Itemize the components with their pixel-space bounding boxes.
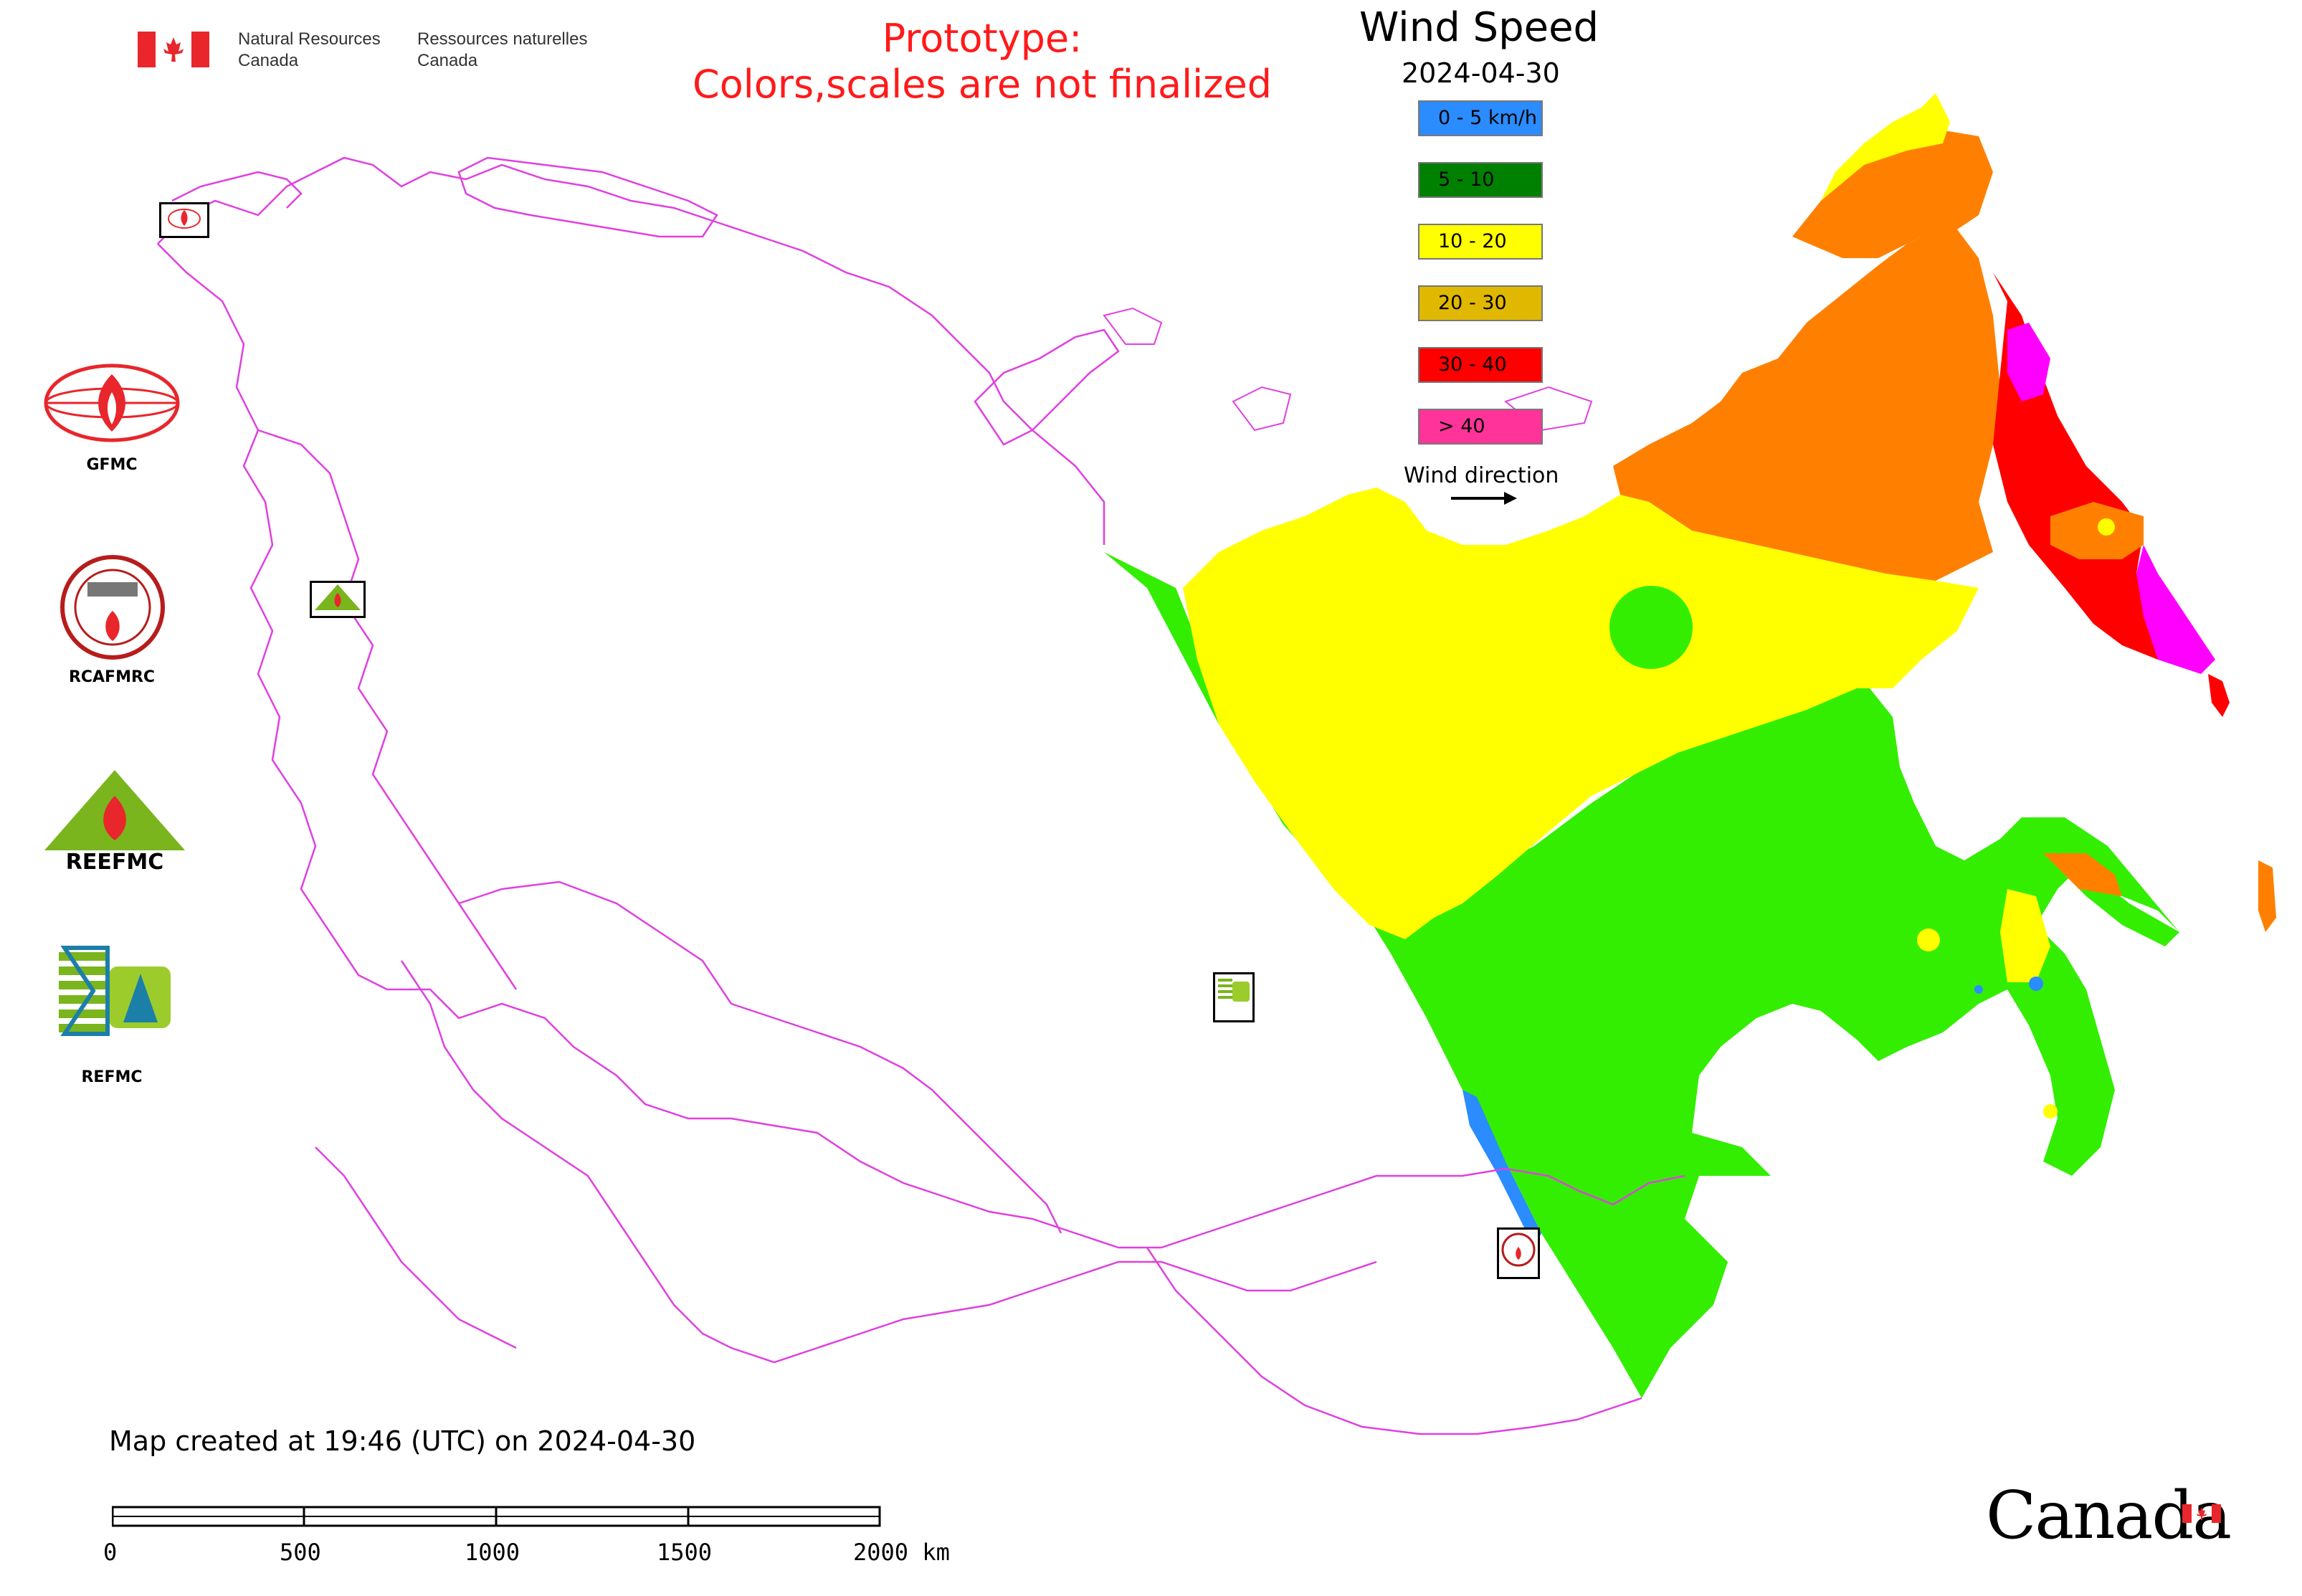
legend-class-0: 0 - 5 km/h bbox=[1418, 100, 1543, 136]
refmc-marker-icon bbox=[1213, 972, 1255, 1022]
rcafmrc-marker-icon bbox=[1497, 1227, 1540, 1279]
south-caucasus bbox=[315, 1146, 517, 1349]
scale-bar bbox=[111, 1506, 883, 1529]
agency-fr-line1: Ressources naturelles bbox=[417, 29, 588, 49]
svg-text:REEFMC: REEFMC bbox=[66, 850, 163, 875]
legend-class-5: > 40 bbox=[1418, 409, 1543, 445]
zone-islands-east bbox=[2258, 860, 2276, 932]
agency-fr-line2: Canada bbox=[417, 51, 478, 70]
gfmc-label: GFMC bbox=[86, 456, 138, 474]
island-1 bbox=[1103, 307, 1163, 345]
zone-yellow-north bbox=[1821, 93, 1950, 201]
agency-name-fr: Ressources naturelles Canada bbox=[417, 29, 587, 72]
legend-class-5-label: > 40 bbox=[1438, 415, 1485, 437]
scandinavia bbox=[171, 171, 303, 209]
agency-en-line2: Canada bbox=[238, 51, 299, 70]
zone-orange-north bbox=[1792, 129, 1993, 258]
russia-europe-border bbox=[157, 243, 1685, 1249]
agency-en-line1: Natural Resources bbox=[238, 29, 381, 49]
zone-blue-spot-2 bbox=[1974, 985, 1983, 994]
rcafmrc-logo-icon bbox=[59, 554, 166, 661]
central-asia-outline bbox=[400, 960, 1377, 1364]
legend-class-2: 10 - 20 bbox=[1418, 224, 1543, 260]
refmc-logo-icon bbox=[57, 945, 172, 1038]
legend-class-1-label: 5 - 10 bbox=[1438, 168, 1495, 191]
zone-kuril bbox=[2208, 674, 2230, 717]
map-created-text: Map created at 19:46 (UTC) on 2024-04-30 bbox=[109, 1425, 696, 1457]
zone-blue-spot-1 bbox=[2029, 977, 2043, 991]
kazakh-border bbox=[458, 880, 1062, 1234]
legend-title: Wind Speed bbox=[1359, 4, 1599, 51]
border-lines bbox=[157, 156, 1685, 1435]
legend-class-1: 5 - 10 bbox=[1418, 162, 1543, 198]
wind-direction-label: Wind direction bbox=[1404, 463, 1559, 488]
legend-class-3: 20 - 30 bbox=[1418, 285, 1543, 321]
zone-yellow bbox=[1183, 488, 1979, 939]
scale-tick-1500: 1500 bbox=[657, 1539, 713, 1566]
gfmc-logo-icon bbox=[40, 360, 184, 446]
scale-tick-2000: 2000 km bbox=[853, 1539, 950, 1566]
zone-yellow-spot-2 bbox=[2043, 1104, 2058, 1118]
wordmark-flag-icon bbox=[2182, 1504, 2221, 1523]
legend-class-4: 30 - 40 bbox=[1418, 347, 1543, 383]
island-2 bbox=[1232, 386, 1292, 432]
wind-direction-arrow-icon bbox=[1448, 488, 1520, 509]
prototype-line1: Prototype: bbox=[882, 16, 1083, 61]
legend-class-3-label: 20 - 30 bbox=[1438, 292, 1507, 314]
zone-green bbox=[1104, 552, 2179, 1398]
refmc-label: REFMC bbox=[81, 1068, 143, 1086]
scale-tick-0: 0 bbox=[103, 1539, 118, 1566]
arctic-coast-europe bbox=[157, 156, 1105, 545]
zone-orange-sakhalin bbox=[2043, 853, 2122, 896]
prototype-line2: Colors,scales are not finalized bbox=[693, 62, 1272, 107]
zone-orange-kamchatka bbox=[2050, 502, 2144, 559]
zone-orange bbox=[1613, 229, 2000, 581]
novaya-zemlya bbox=[974, 328, 1120, 446]
reefmc-marker-icon bbox=[310, 581, 366, 618]
zone-yellow-spot-1 bbox=[1917, 928, 1940, 951]
scale-tick-1000: 1000 bbox=[465, 1539, 520, 1566]
agency-name-en: Natural Resources Canada bbox=[238, 29, 381, 72]
zone-yellow-coast bbox=[2000, 889, 2050, 982]
wind-zones bbox=[1104, 93, 2276, 1398]
prototype-notice: Prototype: Colors,scales are not finaliz… bbox=[645, 16, 1319, 108]
scale-tick-500: 500 bbox=[280, 1539, 321, 1566]
legend-class-4-label: 30 - 40 bbox=[1438, 353, 1507, 376]
legend-date: 2024-04-30 bbox=[1402, 57, 1560, 89]
canada-flag-icon bbox=[138, 32, 209, 67]
legend-class-2-label: 10 - 20 bbox=[1438, 230, 1507, 252]
china-mongolia-outline bbox=[1146, 1247, 1642, 1435]
zone-yellow-spot-kam bbox=[2098, 518, 2115, 536]
reefmc-logo-icon: REEFMC bbox=[37, 767, 192, 875]
zone-magenta bbox=[2007, 323, 2050, 402]
gfmc-marker-icon bbox=[159, 202, 209, 238]
rcafmrc-label: RCAFMRC bbox=[68, 668, 156, 686]
kola-peninsula bbox=[457, 156, 718, 238]
legend-class-0-label: 0 - 5 km/h bbox=[1438, 107, 1537, 129]
zone-magenta-south bbox=[2136, 545, 2215, 674]
europe-west-borders bbox=[257, 429, 518, 990]
zone-green-spot bbox=[1609, 586, 1693, 669]
